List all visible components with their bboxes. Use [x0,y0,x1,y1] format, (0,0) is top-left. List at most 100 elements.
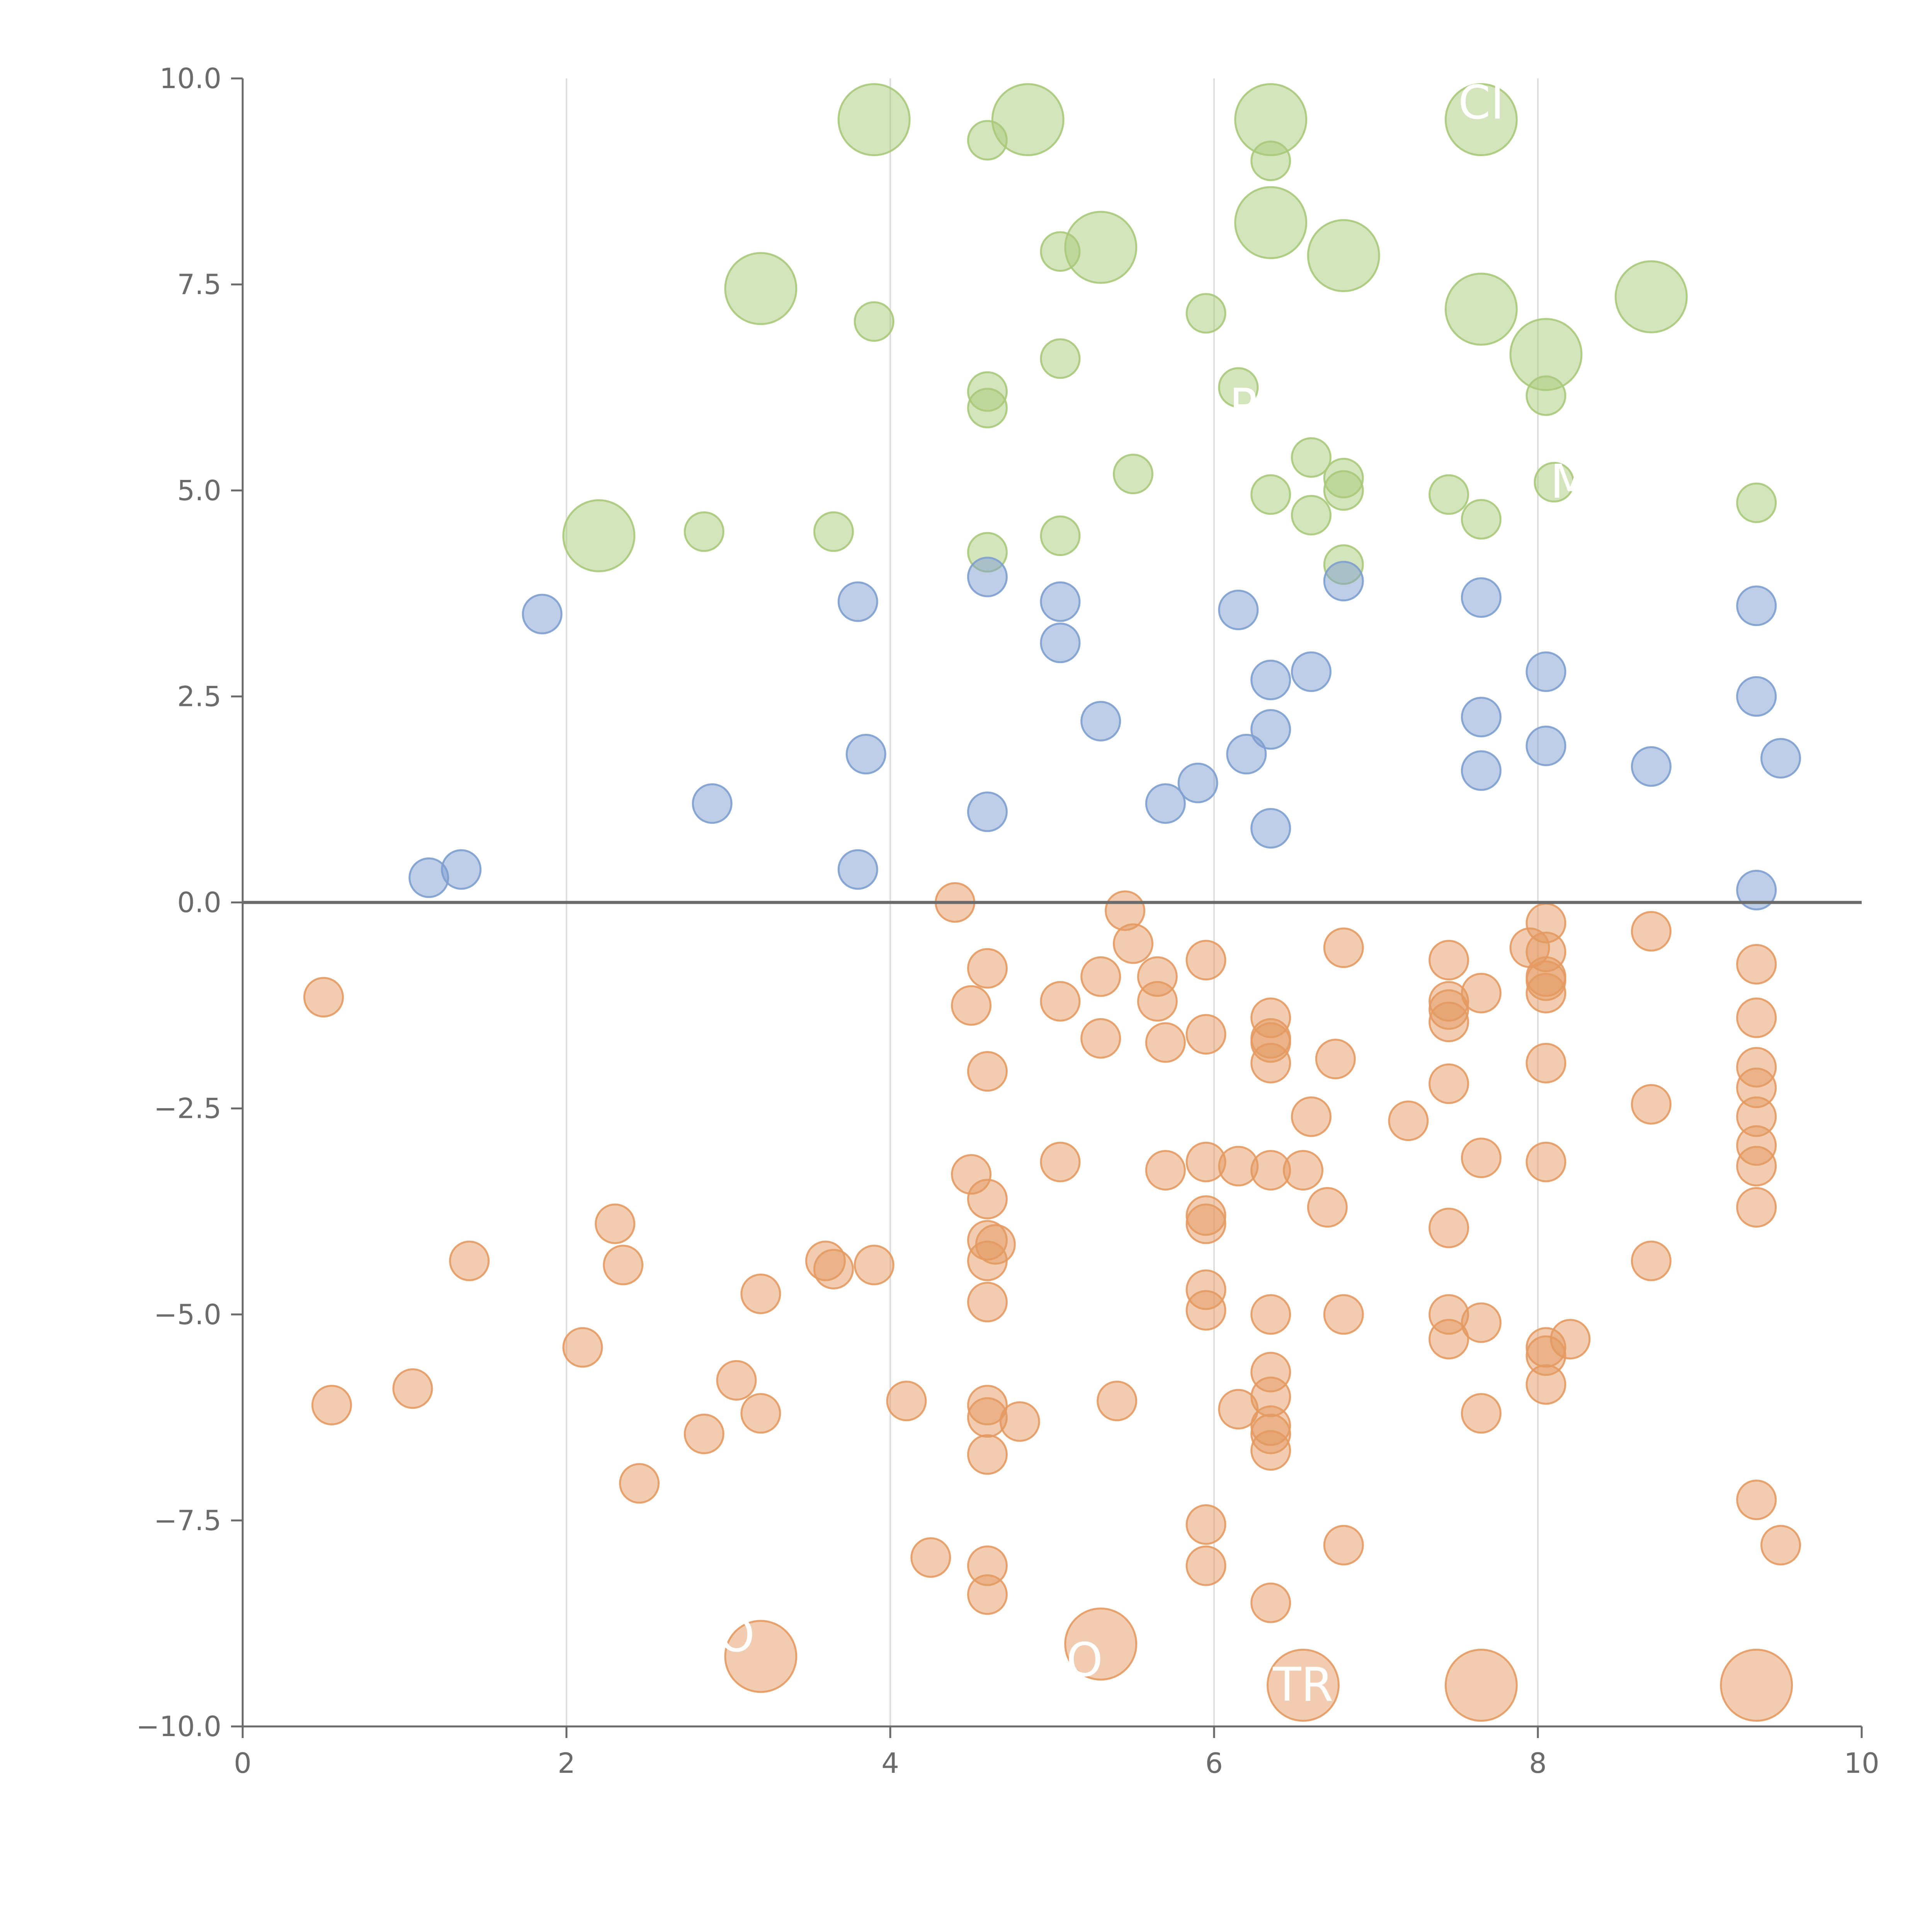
orange-point [967,1051,1008,1092]
green-point [1444,272,1518,346]
blue-point [1250,709,1291,750]
orange-point [967,1574,1008,1615]
green-point [1185,293,1226,334]
green-point [1323,470,1364,511]
orange-point [1080,956,1121,997]
orange-point [1250,1294,1291,1335]
blue-point [1736,676,1777,717]
orange-point [1461,1138,1502,1179]
blue-point [1461,577,1502,618]
point-label: CI [1458,76,1504,130]
orange-point [1526,1141,1566,1182]
orange-point [967,1282,1008,1323]
orange-point [1760,1525,1801,1566]
green-point [1040,231,1081,272]
green-point [967,120,1008,161]
point-label: P [1229,379,1257,433]
orange-point [1526,1364,1566,1405]
blue-point [1526,651,1566,692]
orange-point [854,1245,895,1286]
orange-point [1250,1430,1291,1471]
orange-point [1185,1545,1226,1586]
orange-point [1218,1389,1259,1430]
blue-point [692,783,733,824]
orange-point [1323,1294,1364,1335]
orange-point [1444,1648,1518,1722]
orange-point [1323,927,1364,968]
orange-point [1040,1141,1081,1182]
orange-point [813,1248,854,1289]
blue-point [1177,762,1218,803]
orange-point [886,1381,927,1422]
orange-point [1266,1648,1340,1722]
x-tick-label: 6 [1205,1747,1223,1779]
x-tick-label: 2 [558,1747,575,1779]
orange-point [967,1179,1008,1219]
orange-point [1250,1043,1291,1083]
point-label: O [718,1609,755,1662]
orange-point [392,1368,433,1409]
orange-point [1282,1150,1323,1191]
blue-point [1736,870,1777,911]
orange-point [1137,981,1178,1022]
orange-point [1145,1150,1186,1191]
orange-point [1080,1018,1121,1059]
orange-point [1736,997,1777,1038]
orange-point [967,1240,1008,1281]
orange-point [1185,940,1226,981]
orange-point [716,1360,757,1401]
x-tick-label: 10 [1844,1747,1879,1779]
blue-point [1291,651,1332,692]
green-point [1429,474,1469,515]
orange-point [1429,940,1469,981]
green-point [1526,375,1566,416]
x-tick-label: 0 [234,1747,252,1779]
green-point [1250,474,1291,515]
blue-point [837,581,878,622]
orange-point [1526,973,1566,1014]
y-tick-label: 10.0 [160,62,221,95]
data-points [303,83,1801,1722]
orange-point [619,1463,660,1504]
green-point [967,388,1008,429]
blue-point [1040,622,1081,663]
orange-point [1631,1084,1672,1125]
orange-point [967,1434,1008,1475]
orange-point [1307,1187,1348,1228]
orange-point [1429,1208,1469,1248]
orange-point [1736,1146,1777,1187]
orange-point [1388,1100,1429,1141]
green-point [1307,219,1380,292]
green-point [1614,260,1688,333]
orange-point [1185,1290,1226,1331]
orange-point [603,1245,644,1286]
orange-point [1315,1039,1356,1080]
orange-point [1145,1022,1186,1063]
orange-point [1113,923,1153,964]
green-point [1250,140,1291,181]
orange-point [1736,1187,1777,1228]
green-point [1444,83,1518,156]
orange-point [1461,1302,1502,1343]
green-point [1234,186,1308,259]
green-point [837,83,911,156]
y-tick-label: 0.0 [177,886,221,919]
orange-point [1631,911,1672,952]
green-point [1040,338,1081,379]
blue-point [967,556,1008,597]
blue-point [1080,701,1121,742]
green-point [1218,367,1259,408]
orange-point [449,1240,490,1281]
green-point [1736,482,1777,523]
orange-point [1429,1319,1469,1360]
axes: 0 2 4 6 8 10 10.0 7.5 5.0 2.5 0.0 −2.5 −5.0 −7.5 −10.0 [136,62,1879,1779]
blue-point [1736,585,1777,626]
green-point [1291,495,1332,536]
green-point [1461,499,1502,540]
orange-point [999,1401,1040,1442]
orange-point [562,1327,603,1368]
orange-point [724,1620,798,1693]
orange-point [1323,1525,1364,1566]
blue-point [837,849,878,890]
